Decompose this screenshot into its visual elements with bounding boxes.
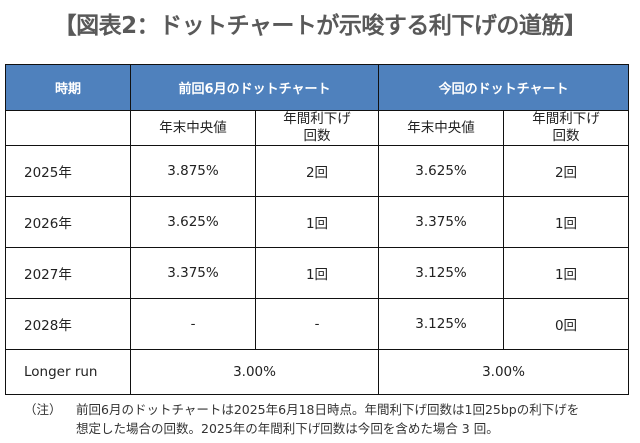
footnote-line: 想定した場合の回数。2025年の年間利下げ回数は今回を含めた場合 3 回。 [76,421,499,436]
table-row: 2025年 3.875% 2回 3.625% 2回 [5,145,630,197]
footnote-line: 前回6月のドットチャートは2025年6月18日時点。年間利下げ回数は1回25bp… [76,402,580,417]
footnote: （注） 前回6月のドットチャートは2025年6月18日時点。年間利下げ回数は1回… [24,400,640,438]
cell: - [130,298,256,350]
subheader-cuts: 年間利下げ 回数 [503,110,630,146]
cell: 3.625% [130,196,256,248]
cell: 2回 [503,145,630,197]
header-current: 今回のドットチャート [378,64,630,111]
cell: 3.375% [378,196,505,248]
header-previous-june: 前回6月のドットチャート [129,64,380,111]
cell: 3.00% [378,349,630,395]
subheader-median: 年末中央値 [130,110,256,146]
subheader-cuts: 年間利下げ 回数 [254,110,380,146]
cell: 3.00% [129,349,380,395]
row-label: 2028年 [5,298,131,350]
figure-title: 【図表2：ドットチャートが示唆する利下げの道筋】 [53,13,587,39]
cell: 1回 [254,196,380,248]
cell: 3.625% [378,145,505,197]
footnote-tag: （注） [24,402,62,417]
cell: 2回 [254,145,380,197]
cell: 3.375% [130,247,256,299]
subheader-median: 年末中央値 [378,110,505,146]
cell: 1回 [503,247,630,299]
table-row: 2028年 - - 3.125% 0回 [5,298,630,350]
cell: 3.875% [130,145,256,197]
cell: 3.125% [378,298,505,350]
dot-chart-table: 時期 前回6月のドットチャート 今回のドットチャート 年末中央値 年間利下げ 回… [5,64,630,395]
table-row-longer-run: Longer run 3.00% 3.00% [5,349,630,395]
table-row: 2026年 3.625% 1回 3.375% 1回 [5,196,630,248]
table-row: 2027年 3.375% 1回 3.125% 1回 [5,247,630,299]
cell: 1回 [254,247,380,299]
header-period: 時期 [5,64,131,111]
row-label: 2027年 [5,247,131,299]
cell: 0回 [503,298,630,350]
cell: - [254,298,380,350]
row-label: Longer run [5,349,131,395]
subheader-empty [5,110,131,146]
row-label: 2025年 [5,145,131,197]
row-label: 2026年 [5,196,131,248]
cell: 3.125% [378,247,505,299]
cell: 1回 [503,196,630,248]
